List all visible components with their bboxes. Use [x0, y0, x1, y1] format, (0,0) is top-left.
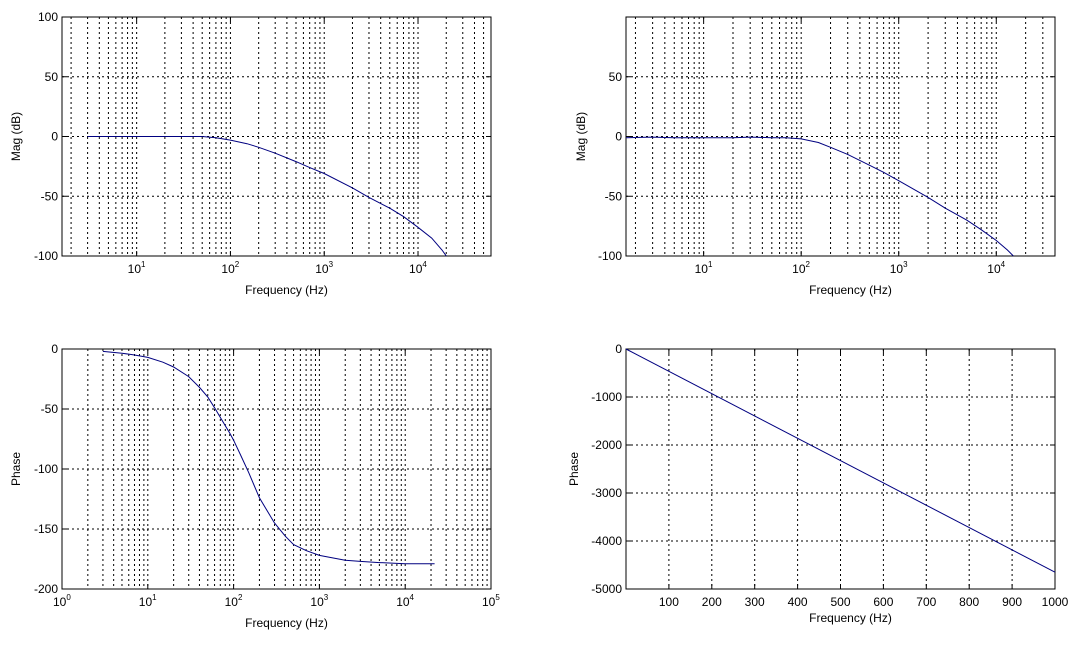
x-tick-base: 10	[396, 595, 410, 609]
x-tick-exponent: 2	[806, 260, 811, 269]
series-line	[625, 136, 1014, 257]
x-axis-label: Frequency (Hz)	[809, 611, 892, 625]
y-tick-label: 0	[51, 342, 58, 356]
y-tick-label: -3000	[591, 486, 622, 500]
y-tick-label: -200	[34, 582, 58, 596]
chart-panel-bottom-right: -5000 -4000 -3000 -2000 -1000 0 100 200 300 400 50…	[567, 342, 1069, 625]
y-tick-label: -4000	[591, 534, 622, 548]
x-tick-label: 400	[788, 595, 808, 609]
series-line	[625, 348, 1056, 573]
x-tick-base: 10	[225, 595, 239, 609]
y-tick-label: -150	[34, 522, 58, 536]
x-tick-exponent: 4	[1001, 260, 1006, 269]
x-tick-base: 10	[221, 262, 235, 276]
x-tick-base: 10	[482, 595, 496, 609]
x-tick-label: 100	[659, 595, 679, 609]
x-tick-label: 600	[873, 595, 893, 609]
x-tick-base: 10	[987, 262, 1001, 276]
x-tick-exponent: 3	[903, 260, 908, 269]
x-tick-base: 10	[128, 262, 142, 276]
y-tick-label: 0	[51, 130, 58, 144]
plot-area	[61, 348, 492, 590]
x-tick-exponent: 1	[141, 260, 146, 269]
y-axis-label: Mag (dB)	[574, 112, 588, 161]
x-tick-label: 104	[396, 593, 414, 609]
y-tick-label: -50	[41, 189, 59, 203]
x-tick-base: 10	[139, 595, 153, 609]
x-axis-label: Frequency (Hz)	[809, 283, 892, 297]
x-tick-label: 104	[987, 260, 1005, 276]
x-axis-label: Frequency (Hz)	[245, 616, 328, 630]
series-line	[87, 136, 447, 257]
x-tick-exponent: 5	[495, 593, 500, 602]
x-tick-label: 700	[916, 595, 936, 609]
x-tick-label: 104	[409, 260, 427, 276]
x-tick-label: 103	[315, 260, 333, 276]
x-tick-label: 300	[745, 595, 765, 609]
y-tick-label: 0	[615, 130, 622, 144]
x-tick-label: 102	[225, 593, 243, 609]
x-tick-exponent: 3	[324, 593, 329, 602]
y-tick-label: 50	[609, 70, 623, 84]
x-tick-base: 10	[315, 262, 329, 276]
x-tick-base: 10	[890, 262, 904, 276]
y-tick-label: -100	[34, 249, 58, 263]
x-tick-label: 103	[890, 260, 908, 276]
x-tick-exponent: 4	[422, 260, 427, 269]
x-tick-exponent: 1	[152, 593, 157, 602]
x-tick-label: 101	[128, 260, 146, 276]
x-tick-label: 800	[959, 595, 979, 609]
x-tick-label: 102	[792, 260, 810, 276]
y-tick-label: -50	[605, 189, 623, 203]
y-axis-label: Mag (dB)	[9, 112, 23, 161]
x-tick-exponent: 0	[66, 593, 71, 602]
y-tick-label: -50	[41, 402, 59, 416]
x-axis-label: Frequency (Hz)	[245, 283, 328, 297]
y-tick-label: -5000	[591, 582, 622, 596]
x-tick-label: 900	[1002, 595, 1022, 609]
x-tick-exponent: 2	[235, 260, 240, 269]
x-tick-label: 200	[702, 595, 722, 609]
y-tick-label: -2000	[591, 438, 622, 452]
x-tick-label: 101	[139, 593, 157, 609]
x-tick-label: 1000	[1042, 595, 1069, 609]
x-tick-label: 102	[221, 260, 239, 276]
x-tick-base: 10	[695, 262, 709, 276]
x-tick-exponent: 4	[410, 593, 415, 602]
x-tick-label: 103	[310, 593, 328, 609]
x-tick-label: 100	[53, 593, 71, 609]
y-tick-label: -1000	[591, 390, 622, 404]
x-tick-base: 10	[792, 262, 806, 276]
x-tick-label: 105	[482, 593, 500, 609]
x-tick-label: 500	[830, 595, 850, 609]
x-tick-base: 10	[310, 595, 324, 609]
plot-area	[625, 16, 1056, 257]
x-tick-exponent: 3	[329, 260, 334, 269]
x-tick-exponent: 2	[238, 593, 243, 602]
x-tick-base: 10	[53, 595, 67, 609]
y-tick-label: 100	[38, 10, 58, 24]
x-tick-exponent: 1	[708, 260, 713, 269]
y-axis-label: Phase	[567, 452, 581, 486]
x-tick-base: 10	[409, 262, 423, 276]
x-tick-label: 101	[695, 260, 713, 276]
series-line	[102, 350, 435, 565]
y-tick-label: 0	[615, 342, 622, 356]
y-tick-label: -100	[34, 462, 58, 476]
y-axis-label: Phase	[9, 452, 23, 486]
y-tick-label: 50	[45, 70, 59, 84]
y-tick-label: -100	[598, 249, 622, 263]
